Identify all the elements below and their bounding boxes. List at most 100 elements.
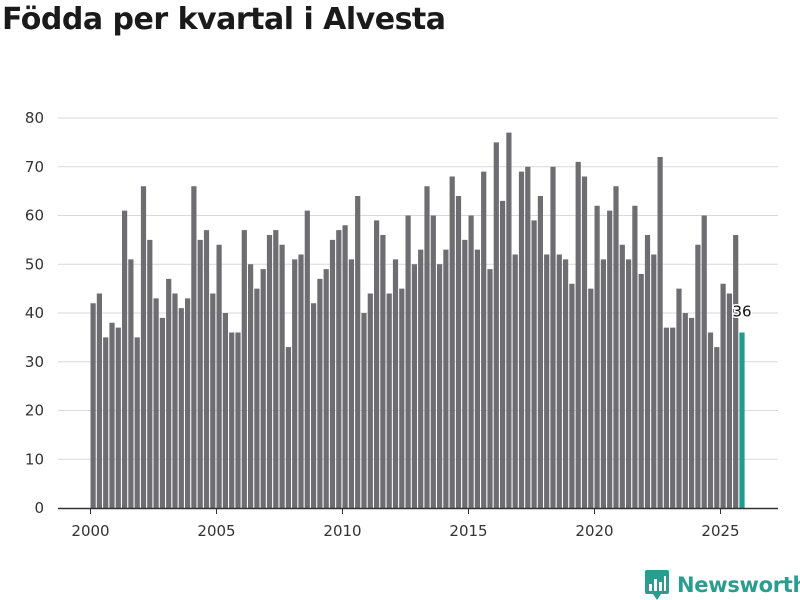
bar: [216, 244, 222, 508]
bar: [140, 186, 147, 508]
bar: [248, 264, 254, 508]
bar: [424, 186, 430, 508]
bar: [311, 303, 317, 508]
bar: [556, 254, 562, 508]
bar: [185, 298, 191, 508]
bar: [405, 215, 411, 508]
bar: [380, 235, 386, 508]
bar: [197, 239, 203, 508]
bar: [468, 215, 474, 508]
y-tick-label-70: 70: [25, 158, 44, 176]
newsworthy-logo: Newsworthy: [645, 570, 800, 600]
y-tick-label-0: 0: [34, 499, 44, 517]
bar: [266, 235, 273, 508]
bar: [437, 264, 443, 508]
bar: [229, 332, 235, 508]
bar: [210, 293, 216, 508]
bar: [707, 332, 714, 508]
bar: [701, 215, 707, 508]
bar: [525, 166, 531, 508]
x-tick-label-2025: 2025: [701, 522, 739, 540]
bar: [128, 259, 134, 508]
bar: [455, 196, 462, 508]
bar: [626, 259, 632, 508]
bar: [733, 235, 739, 508]
y-tick-label-80: 80: [25, 109, 44, 127]
bar: [506, 132, 512, 508]
bar: [443, 249, 449, 508]
bar: [651, 254, 657, 508]
bar: [632, 205, 638, 508]
bar: [670, 327, 676, 508]
x-tick-label-2005: 2005: [197, 522, 235, 540]
bar: [329, 239, 336, 508]
bar: [512, 254, 518, 508]
y-tick-label-20: 20: [25, 402, 44, 420]
bar: [254, 288, 260, 508]
bar: [544, 254, 550, 508]
bar: [235, 332, 241, 508]
bar: [292, 259, 298, 508]
bar: [374, 220, 380, 508]
bar: [273, 230, 279, 508]
bar: [462, 239, 468, 508]
bar: [537, 196, 543, 508]
bar: [134, 337, 140, 508]
brand-name: Newsworthy: [677, 573, 800, 597]
bar: [298, 254, 304, 508]
bar: [726, 293, 732, 508]
y-tick-label-10: 10: [25, 450, 44, 468]
annotations: 36: [731, 301, 753, 322]
bar: [575, 161, 581, 508]
bar: [172, 293, 178, 508]
bar: [613, 186, 619, 508]
x-tick-label-2020: 2020: [575, 522, 613, 540]
bar: [166, 278, 172, 508]
bar: [588, 288, 594, 508]
bars-group: [90, 132, 745, 508]
bar: [103, 337, 109, 508]
bar: [676, 288, 682, 508]
bar: [430, 215, 436, 508]
grid-lines: [58, 117, 778, 460]
bar: [600, 259, 606, 508]
x-tick-label-2000: 2000: [71, 522, 109, 540]
bar: [399, 288, 405, 508]
x-axis-ticks: 2000 2005 2010 2015 2020 2025: [71, 508, 740, 540]
bar: [386, 293, 392, 508]
bar: [178, 308, 184, 508]
bar: [361, 313, 367, 508]
bar: [487, 269, 493, 508]
bar: [203, 230, 210, 508]
bar: [682, 313, 688, 508]
bar: [122, 210, 128, 508]
bar: [90, 303, 96, 508]
bar: [714, 347, 720, 508]
bar: [481, 171, 487, 508]
bar: [355, 196, 361, 508]
bar: [336, 230, 342, 508]
bar: [367, 293, 373, 508]
bar: [153, 298, 159, 508]
bar: [644, 235, 651, 508]
bar: [392, 259, 399, 508]
bar: [115, 327, 121, 508]
bar: [663, 327, 669, 508]
bar: [241, 230, 247, 508]
bar: [418, 249, 424, 508]
bar: [563, 259, 569, 508]
bar: [569, 283, 575, 508]
bar: [449, 176, 455, 508]
bar: [619, 244, 625, 508]
bar: [317, 278, 323, 508]
bar: [474, 249, 480, 508]
bar: [607, 210, 613, 508]
bar: [260, 269, 266, 508]
y-axis-ticks: 0 10 20 30 40 50 60 70 80: [25, 109, 44, 517]
bar: [581, 176, 588, 508]
bar: [222, 313, 228, 508]
newsworthy-icon: [645, 570, 669, 600]
last-value-label: 36: [732, 303, 751, 321]
bar: [285, 347, 291, 508]
